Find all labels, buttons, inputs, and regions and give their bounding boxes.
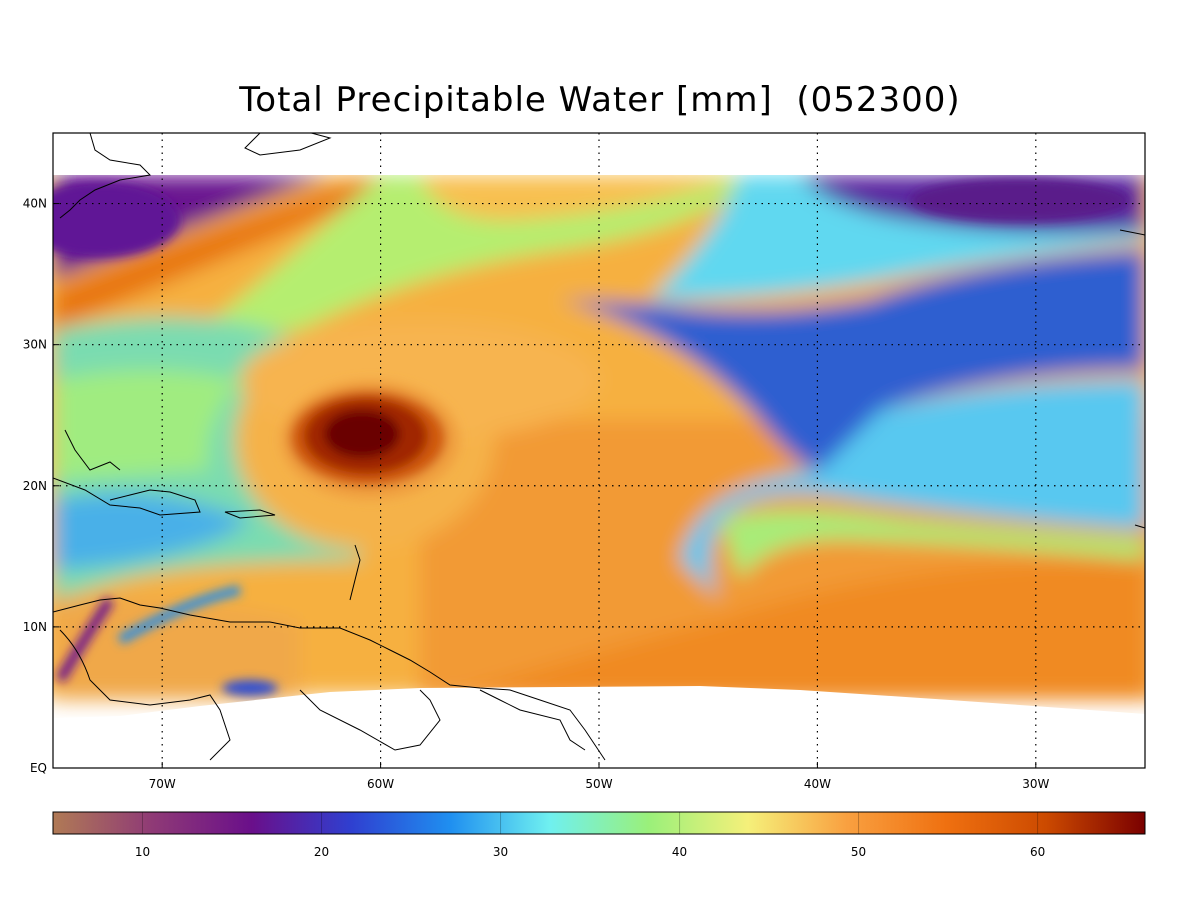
lat-tick-label: 10N bbox=[23, 620, 47, 634]
map-frame bbox=[52, 132, 1146, 769]
lat-tick-label: EQ bbox=[30, 761, 47, 775]
graticule bbox=[53, 133, 1145, 769]
latitude-labels: 40N 30N 20N 10N EQ bbox=[23, 197, 47, 775]
lat-tick-label: 20N bbox=[23, 479, 47, 493]
chart-title: Total Precipitable Water [mm] (052300) bbox=[0, 80, 1200, 120]
lon-tick-label: 40W bbox=[804, 777, 831, 791]
colorbar-scale bbox=[52, 811, 1146, 835]
colorbar-tick-label: 30 bbox=[493, 845, 508, 859]
colorbar-tick-label: 10 bbox=[135, 845, 150, 859]
lon-tick-label: 50W bbox=[585, 777, 612, 791]
timestamp-text: (052300) bbox=[796, 80, 961, 120]
colorbar-tick-label: 20 bbox=[314, 845, 329, 859]
longitude-labels: 70W 60W 50W 40W 30W bbox=[149, 777, 1050, 791]
colorbar-tick-label: 50 bbox=[851, 845, 866, 859]
lat-tick-label: 40N bbox=[23, 197, 47, 211]
coastlines bbox=[53, 133, 1145, 761]
lon-tick-label: 60W bbox=[367, 777, 394, 791]
map-area bbox=[53, 133, 1145, 768]
title-text: Total Precipitable Water [mm] bbox=[239, 80, 773, 120]
lat-tick-label: 30N bbox=[23, 338, 47, 352]
colorbar-tick-label: 60 bbox=[1030, 845, 1045, 859]
colorbar: 10 20 30 40 50 60 bbox=[52, 811, 1146, 859]
lon-tick-label: 70W bbox=[149, 777, 176, 791]
lon-tick-label: 30W bbox=[1022, 777, 1049, 791]
colorbar-tick-label: 40 bbox=[672, 845, 687, 859]
